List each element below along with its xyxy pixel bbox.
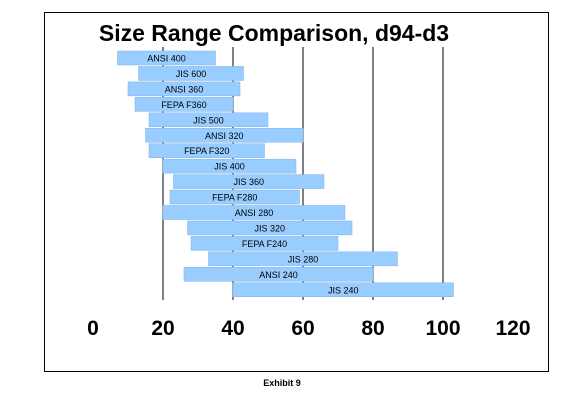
x-tick-label: 0 [87, 317, 99, 340]
bar-label: ANSI 320 [205, 131, 244, 141]
range-bar-chart: Size Range Comparison, d94-d3 ANSI 400 JI… [87, 20, 530, 340]
bar-label: FEPA F320 [184, 146, 229, 156]
range-bar [173, 174, 325, 189]
range-bar [187, 220, 353, 236]
range-bar [232, 282, 454, 297]
range-bar [117, 50, 216, 66]
bars: ANSI 400 JIS 600 ANSI 360 FEPA F360 JIS 500 A… [117, 50, 454, 297]
bar-label: JIS 240 [328, 285, 359, 295]
x-tick-label: 60 [291, 317, 314, 340]
x-axis-ticks: 0 20 40 60 80 100 120 [87, 317, 530, 340]
chart-frame: Size Range Comparison, d94-d3 ANSI 400 JI… [44, 12, 549, 372]
range-bar [190, 236, 339, 251]
range-bar [162, 158, 297, 174]
range-bar [183, 267, 374, 282]
bar-label: FEPA F240 [242, 239, 287, 249]
range-bar [127, 81, 241, 97]
bar-label: JIS 320 [254, 223, 285, 233]
bar-label: ANSI 360 [165, 84, 204, 94]
bar-label: JIS 360 [233, 177, 264, 187]
range-bar [145, 128, 304, 143]
range-bar [148, 112, 269, 128]
bar-label: JIS 500 [193, 115, 224, 125]
chart-title: Size Range Comparison, d94-d3 [99, 20, 449, 46]
bar-label: ANSI 400 [147, 54, 186, 64]
bar-label: JIS 280 [288, 254, 319, 264]
x-tick-label: 120 [495, 317, 530, 340]
x-tick-label: 20 [151, 317, 174, 340]
range-bar [134, 97, 234, 112]
range-bar [148, 143, 265, 158]
bar-label: JIS 400 [214, 162, 245, 172]
x-tick-label: 80 [361, 317, 384, 340]
exhibit-caption: Exhibit 9 [263, 378, 301, 388]
bar-label: FEPA F280 [212, 193, 257, 203]
x-tick-label: 40 [221, 317, 244, 340]
x-tick-label: 100 [425, 317, 460, 340]
bar-label: ANSI 240 [259, 270, 298, 280]
range-bar [162, 205, 346, 220]
bar-label: FEPA F360 [161, 100, 206, 110]
bar-label: ANSI 280 [235, 208, 274, 218]
range-bar [208, 251, 398, 267]
bar-label: JIS 600 [176, 69, 207, 79]
range-bar [138, 66, 244, 81]
range-bar [169, 189, 300, 205]
